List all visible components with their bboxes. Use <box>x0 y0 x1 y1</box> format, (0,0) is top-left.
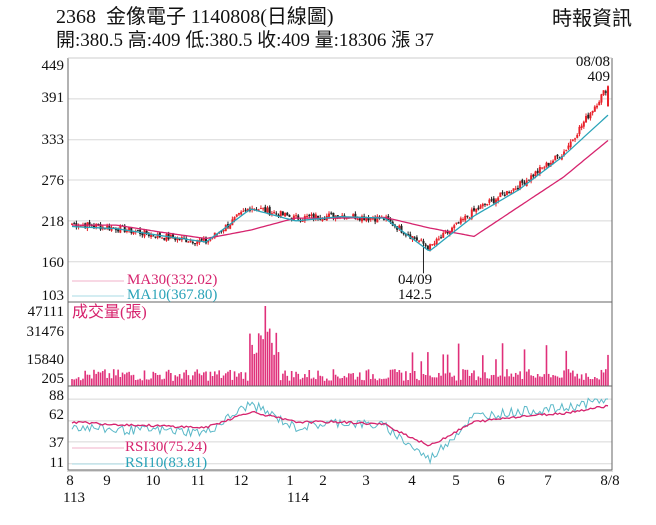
rsi-lines <box>71 397 609 465</box>
date-code: 1140808(日線圖) <box>191 6 334 28</box>
high-value: 高:409 <box>127 30 181 51</box>
month-label-10: 10 <box>145 473 161 489</box>
month-label-8-8: 8/8 <box>600 473 620 489</box>
price-tick-391: 391 <box>41 90 65 106</box>
month-label-2: 2 <box>319 473 327 489</box>
month-label-9: 9 <box>103 473 111 489</box>
latest-date-label: 08/08 <box>575 54 610 70</box>
year-label-114: 114 <box>287 490 309 506</box>
price-tick-333: 333 <box>41 132 65 148</box>
rsi-tick-62: 62 <box>49 407 64 423</box>
rsi10-legend: RSI10(83.81) <box>125 455 208 471</box>
volume-tick-205: 205 <box>41 371 65 387</box>
volume-title: 成交量(張) <box>72 304 147 321</box>
moving-average-lines <box>71 114 609 252</box>
stock-code: 2368 <box>56 6 96 28</box>
year-label-113: 113 <box>63 490 85 506</box>
close-value: 收:409 <box>257 30 310 51</box>
chart-frame <box>67 57 613 472</box>
stock-name: 金像電子 <box>106 6 186 28</box>
rsi-tick-88: 88 <box>49 388 64 404</box>
month-label-12: 12 <box>233 473 249 489</box>
ohlc-summary: 開:380.5 高:409 低:380.5 收:409 量:18306 漲 37 <box>56 30 434 51</box>
grid-lines <box>68 57 612 465</box>
price-tick-103: 103 <box>41 288 65 304</box>
price-tick-449: 449 <box>41 58 65 74</box>
latest-price-label: 409 <box>587 69 611 85</box>
low-price-label: 142.5 <box>398 287 432 303</box>
low-date-label: 04/09 <box>398 272 433 288</box>
month-label-3: 3 <box>362 473 370 489</box>
open-value: 開:380.5 <box>56 30 124 51</box>
month-label-11: 11 <box>190 473 206 489</box>
low-value: 低:380.5 <box>185 30 253 51</box>
month-label-1: 1 <box>286 473 294 489</box>
brand-label: 時報資訊 <box>552 8 632 30</box>
price-tick-276: 276 <box>41 173 65 189</box>
ma10-legend: MA10(367.80) <box>127 287 218 303</box>
rsi30-legend: RSI30(75.24) <box>125 439 208 455</box>
price-tick-160: 160 <box>41 255 65 271</box>
rsi-tick-11: 11 <box>49 455 64 471</box>
rsi-tick-37: 37 <box>49 435 64 451</box>
month-label-8: 8 <box>66 473 74 489</box>
volume-tick-47111: 47111 <box>27 304 64 320</box>
chart-title: 2368 金像電子 1140808(日線圖) <box>56 6 334 28</box>
volume-bars <box>71 306 609 386</box>
price-tick-218: 218 <box>41 214 65 230</box>
volume-tick-15840: 15840 <box>26 352 65 368</box>
month-label-7: 7 <box>544 473 552 489</box>
change-value: 漲 37 <box>391 30 434 51</box>
candlesticks <box>71 85 609 274</box>
volume-tick-31476: 31476 <box>26 324 65 340</box>
month-label-5: 5 <box>452 473 460 489</box>
volume-value: 量:18306 <box>314 30 387 51</box>
month-label-6: 6 <box>497 473 505 489</box>
ma30-legend: MA30(332.02) <box>127 272 218 288</box>
month-label-4: 4 <box>408 473 416 489</box>
